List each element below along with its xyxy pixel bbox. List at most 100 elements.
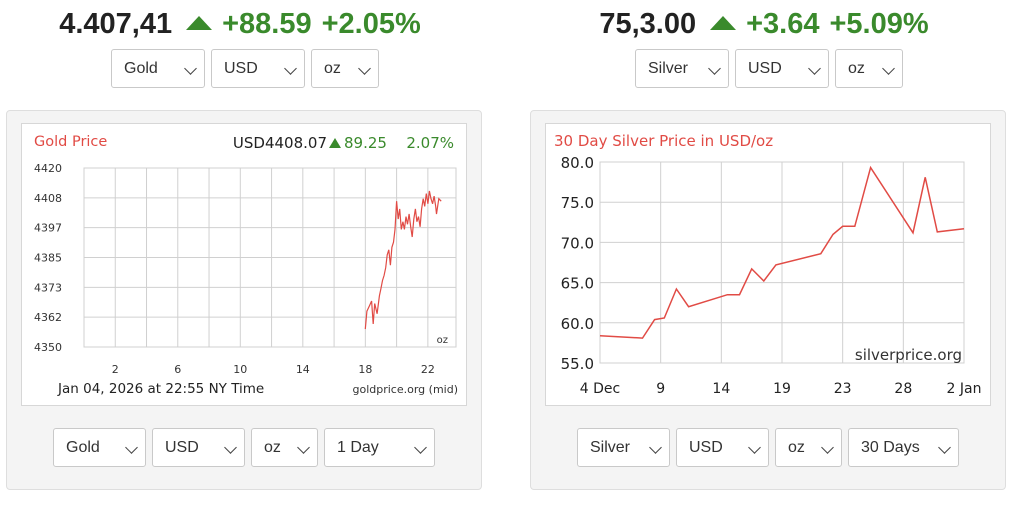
up-arrow-icon bbox=[186, 15, 213, 30]
metal-select-value: Gold bbox=[66, 439, 100, 456]
unit-select-value: oz bbox=[264, 439, 281, 456]
x-tick-label: 2 bbox=[112, 363, 119, 376]
silver-chart-panel: 30 Day Silver Price in USD/oz 80.0 75.0 70… bbox=[530, 110, 1006, 490]
chart-grid bbox=[599, 161, 965, 364]
chart-readout-pct: 2.07% bbox=[406, 134, 454, 152]
gold-chart-panel: Gold Price USD4408.07 89.25 2.07% 4420 44… bbox=[6, 110, 482, 490]
chevron-down-icon bbox=[938, 441, 951, 454]
chart-watermark: silverprice.org bbox=[855, 346, 962, 364]
currency-select[interactable]: USD bbox=[152, 428, 245, 467]
y-tick-label: 4397 bbox=[34, 222, 62, 235]
metal-select[interactable]: Silver bbox=[577, 428, 670, 467]
unit-select[interactable]: oz bbox=[251, 428, 318, 467]
chart-readout-price: USD4408.07 bbox=[233, 134, 327, 152]
metal-select[interactable]: Gold bbox=[53, 428, 146, 467]
x-tick-label: 14 bbox=[712, 381, 730, 397]
chevron-down-icon bbox=[358, 62, 371, 75]
y-tick-label: 65.0 bbox=[561, 275, 594, 293]
silver-chart: 30 Day Silver Price in USD/oz 80.0 75.0 70… bbox=[545, 123, 991, 406]
chevron-down-icon bbox=[649, 441, 662, 454]
metal-select-value: Gold bbox=[124, 60, 158, 77]
up-arrow-icon bbox=[329, 138, 341, 148]
x-tick-label: 4 Dec bbox=[580, 381, 620, 397]
y-tick-label: 70.0 bbox=[561, 234, 594, 252]
range-select-value: 30 Days bbox=[861, 439, 920, 456]
y-tick-label: 4385 bbox=[34, 252, 62, 265]
chevron-down-icon bbox=[284, 62, 297, 75]
unit-select-value: oz bbox=[324, 60, 341, 77]
x-tick-label: 14 bbox=[296, 363, 310, 376]
range-select[interactable]: 30 Days bbox=[848, 428, 959, 467]
currency-select-value: USD bbox=[224, 60, 258, 77]
gold-price: 4.407,41 bbox=[59, 8, 173, 40]
unit-select[interactable]: oz bbox=[775, 428, 842, 467]
currency-select-value: USD bbox=[689, 439, 723, 456]
y-tick-label: 55.0 bbox=[561, 355, 594, 373]
silver-top-selects: Silver USD oz bbox=[530, 49, 1008, 88]
chevron-down-icon bbox=[882, 62, 895, 75]
metal-select[interactable]: Gold bbox=[111, 49, 205, 88]
unit-label: oz bbox=[437, 335, 448, 346]
gold-widget: 4.407,41 +88.59 +2.05% Gold USD oz Gold Pr… bbox=[6, 0, 484, 505]
chevron-down-icon bbox=[414, 441, 427, 454]
chart-timestamp: Jan 04, 2026 at 22:55 NY Time bbox=[57, 381, 264, 397]
chart-title: Gold Price bbox=[34, 134, 107, 150]
x-tick-label: 9 bbox=[656, 381, 665, 397]
series-line-gold bbox=[364, 190, 442, 330]
chart-source: goldprice.org (mid) bbox=[353, 383, 459, 396]
chevron-down-icon bbox=[184, 62, 197, 75]
chart-grid bbox=[83, 167, 457, 348]
currency-select-value: USD bbox=[748, 60, 782, 77]
y-tick-label: 4362 bbox=[34, 311, 62, 324]
x-axis-ticks: 2 6 10 14 18 22 bbox=[112, 363, 435, 376]
x-axis-ticks: 4 Dec 9 14 19 23 28 2 Jan bbox=[580, 381, 982, 397]
y-axis-ticks: 4420 4408 4397 4385 4373 4362 4350 bbox=[34, 162, 62, 354]
x-tick-label: 2 Jan bbox=[947, 381, 982, 397]
chart-readout-change: 89.25 bbox=[344, 134, 387, 152]
x-tick-label: 6 bbox=[174, 363, 181, 376]
range-select[interactable]: 1 Day bbox=[324, 428, 435, 467]
chevron-down-icon bbox=[748, 441, 761, 454]
chevron-down-icon bbox=[224, 441, 237, 454]
series-line-silver bbox=[599, 165, 965, 339]
currency-select[interactable]: USD bbox=[735, 49, 829, 88]
y-tick-label: 75.0 bbox=[561, 194, 594, 212]
gold-change-pct: +2.05% bbox=[321, 8, 421, 40]
y-tick-label: 4420 bbox=[34, 162, 62, 175]
y-tick-label: 80.0 bbox=[561, 154, 594, 172]
y-tick-label: 4408 bbox=[34, 192, 62, 205]
silver-change: +3.64 bbox=[746, 8, 820, 40]
silver-bottom-selects: Silver USD oz 30 Days bbox=[531, 428, 1005, 467]
chevron-down-icon bbox=[297, 441, 310, 454]
x-tick-label: 22 bbox=[421, 363, 435, 376]
x-tick-label: 18 bbox=[358, 363, 372, 376]
silver-change-pct: +5.09% bbox=[829, 8, 929, 40]
y-tick-label: 60.0 bbox=[561, 315, 594, 333]
chevron-down-icon bbox=[821, 441, 834, 454]
unit-select[interactable]: oz bbox=[835, 49, 903, 88]
gold-chart-svg: Gold Price USD4408.07 89.25 2.07% 442044… bbox=[34, 134, 459, 397]
unit-select-value: oz bbox=[848, 60, 865, 77]
x-tick-label: 10 bbox=[233, 363, 247, 376]
x-tick-label: 28 bbox=[894, 381, 912, 397]
x-tick-label: 19 bbox=[773, 381, 791, 397]
chart-title: 30 Day Silver Price in USD/oz bbox=[554, 132, 773, 150]
unit-select[interactable]: oz bbox=[311, 49, 379, 88]
currency-select[interactable]: USD bbox=[676, 428, 769, 467]
metal-select-value: Silver bbox=[648, 60, 689, 77]
gold-chart: Gold Price USD4408.07 89.25 2.07% 4420 44… bbox=[21, 123, 467, 406]
metal-select[interactable]: Silver bbox=[635, 49, 729, 88]
currency-select[interactable]: USD bbox=[211, 49, 305, 88]
gold-bottom-selects: Gold USD oz 1 Day bbox=[7, 428, 481, 467]
y-tick-label: 4350 bbox=[34, 341, 62, 354]
gold-top-selects: Gold USD oz bbox=[6, 49, 484, 88]
y-tick-label: 4373 bbox=[34, 281, 62, 294]
chevron-down-icon bbox=[808, 62, 821, 75]
silver-chart-svg: 30 Day Silver Price in USD/oz 80.0 75.0 70… bbox=[554, 132, 982, 397]
up-arrow-icon bbox=[710, 15, 737, 30]
chevron-down-icon bbox=[125, 441, 138, 454]
x-tick-label: 23 bbox=[834, 381, 852, 397]
gold-quote: 4.407,41 +88.59 +2.05% bbox=[6, 8, 484, 48]
currency-select-value: USD bbox=[165, 439, 199, 456]
chevron-down-icon bbox=[708, 62, 721, 75]
